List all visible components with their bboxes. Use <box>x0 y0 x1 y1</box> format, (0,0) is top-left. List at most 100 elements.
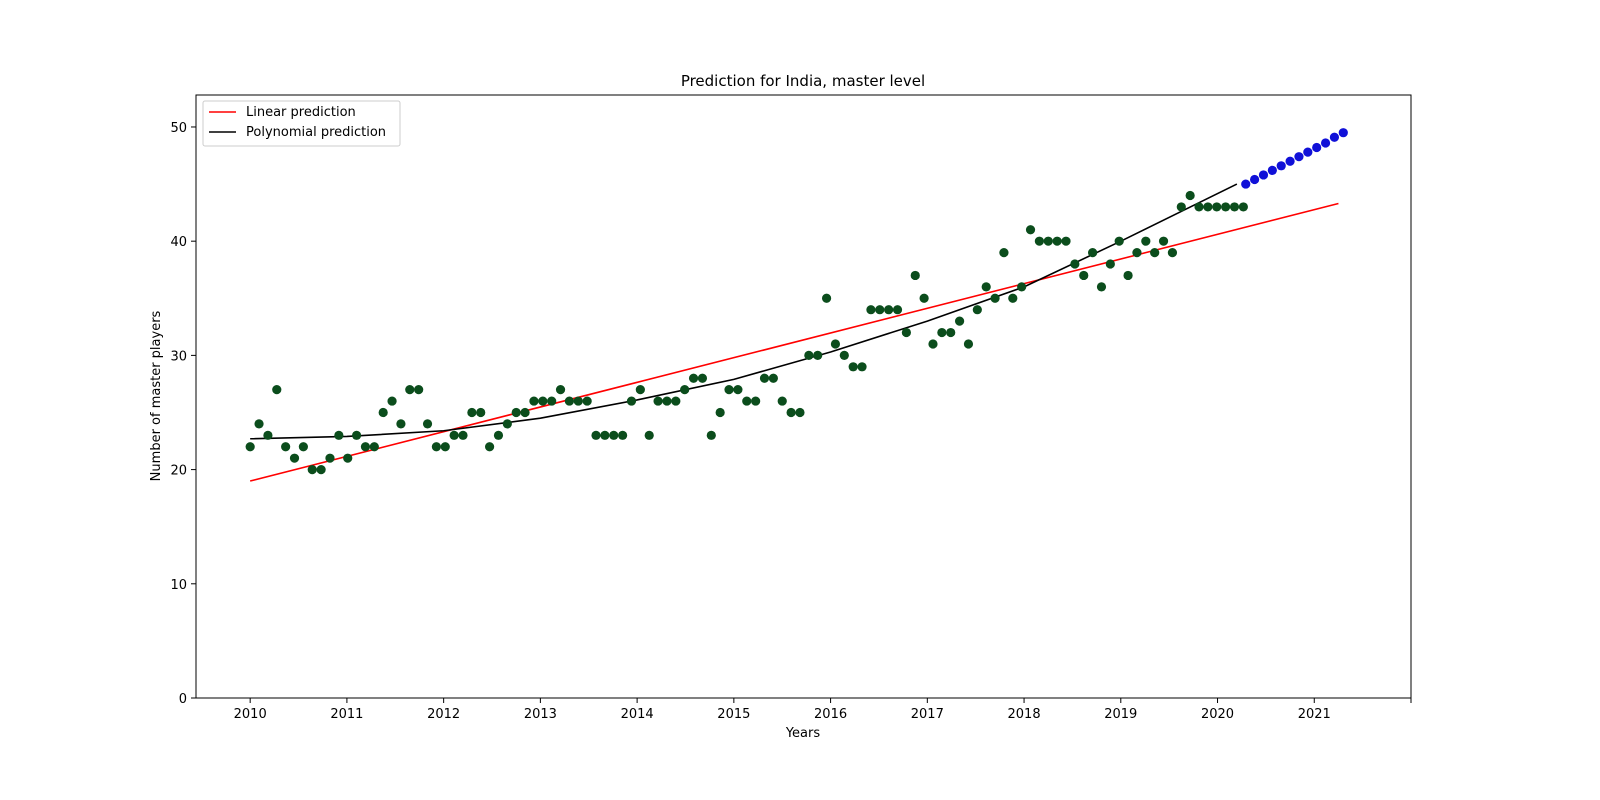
observed-point <box>972 305 982 315</box>
observed-point <box>564 396 575 406</box>
observed-point <box>1061 236 1071 246</box>
plot-frame <box>195 94 1412 699</box>
observed-point <box>804 350 814 360</box>
x-tick-label: 2020 <box>1201 707 1234 722</box>
observed-point <box>706 430 716 440</box>
y-tick-label: 0 <box>179 692 187 707</box>
predicted-point <box>1312 142 1322 153</box>
observed-point <box>884 305 894 315</box>
observed-point <box>493 430 504 440</box>
y-tick-label: 20 <box>170 464 187 479</box>
observed-point <box>422 419 433 429</box>
observed-point <box>476 407 486 418</box>
observed-point <box>1150 248 1160 258</box>
observed-point <box>431 442 441 452</box>
observed-point <box>1105 259 1115 269</box>
observed-point <box>1123 270 1133 281</box>
y-tick-label: 30 <box>170 349 187 364</box>
observed-point <box>591 430 601 440</box>
observed-point <box>839 350 849 360</box>
observed-point <box>440 442 450 452</box>
observed-point <box>343 453 353 463</box>
legend: Linear prediction Polynomial prediction <box>202 100 401 147</box>
observed-point <box>1158 236 1169 246</box>
observed-point <box>1221 202 1231 212</box>
observed-point <box>520 407 530 418</box>
y-tick-label: 10 <box>170 578 187 593</box>
legend-label-polynomial: Polynomial prediction <box>246 125 386 140</box>
observed-point <box>1132 248 1142 258</box>
observed-point <box>688 373 699 383</box>
observed-point <box>990 293 1000 303</box>
observed-point <box>1141 236 1151 246</box>
predicted-point <box>1285 156 1295 166</box>
x-tick-label: 2010 <box>234 707 267 722</box>
observed-point <box>751 396 761 406</box>
observed-point <box>272 385 282 395</box>
x-tick-label: 2011 <box>330 707 363 722</box>
observed-point <box>369 442 379 452</box>
observed-point <box>919 293 929 303</box>
observed-point <box>1079 270 1089 281</box>
observed-point <box>1025 225 1036 235</box>
predicted-point <box>1303 147 1313 157</box>
observed-point <box>1114 236 1124 246</box>
observed-point <box>892 305 903 315</box>
x-tick-label: 2013 <box>524 707 557 722</box>
observed-point <box>1070 259 1080 269</box>
observed-point <box>1034 236 1044 246</box>
x-axis-label: Years <box>785 726 821 741</box>
predicted-point <box>1276 161 1286 171</box>
observed-point <box>387 396 397 406</box>
observed-point <box>289 453 300 463</box>
legend-box <box>202 100 401 147</box>
observed-point <box>946 327 956 338</box>
y-tick-label: 50 <box>170 121 187 136</box>
observed-point <box>254 419 264 429</box>
observed-point <box>724 385 734 395</box>
observed-point <box>458 430 468 440</box>
x-tick-label: 2019 <box>1104 707 1137 722</box>
x-tick-label: 2015 <box>717 707 750 722</box>
chart-title: Prediction for India, master level <box>681 72 925 90</box>
x-tick-label: 2012 <box>427 707 460 722</box>
observed-point <box>626 396 637 406</box>
plot-area <box>245 128 1348 482</box>
predicted-point <box>1267 165 1277 175</box>
observed-point <box>954 316 965 326</box>
observed-point <box>298 442 308 452</box>
observed-point <box>742 396 752 406</box>
observed-point <box>830 339 841 349</box>
observed-point <box>1088 248 1098 258</box>
predicted-point <box>1338 128 1348 138</box>
observed-point <box>928 339 938 349</box>
observed-point <box>848 362 858 372</box>
observed-point <box>1017 282 1027 292</box>
polynomial-prediction-line <box>250 183 1238 440</box>
observed-point <box>635 385 645 395</box>
x-tick-label: 2021 <box>1298 707 1331 722</box>
observed-point <box>937 327 947 338</box>
observed-point <box>697 373 708 383</box>
observed-point <box>547 396 557 406</box>
observed-point <box>662 396 672 406</box>
observed-point <box>1203 202 1213 212</box>
observed-point <box>777 396 787 406</box>
x-tick-label: 2016 <box>814 707 847 722</box>
observed-point <box>334 430 344 440</box>
observed-point <box>1229 202 1240 212</box>
observed-point <box>653 396 663 406</box>
predicted-point <box>1294 152 1304 162</box>
observed-point <box>502 419 512 429</box>
y-axis: 0 10 20 30 40 50 <box>170 121 196 707</box>
observed-point <box>1185 190 1195 201</box>
observed-point <box>1212 202 1222 212</box>
predicted-point <box>1320 138 1331 148</box>
observed-point <box>307 464 317 475</box>
observed-point <box>1052 236 1062 246</box>
observed-point <box>795 407 805 418</box>
observed-point <box>351 430 362 440</box>
observed-point <box>821 293 832 303</box>
observed-point <box>1043 236 1053 246</box>
